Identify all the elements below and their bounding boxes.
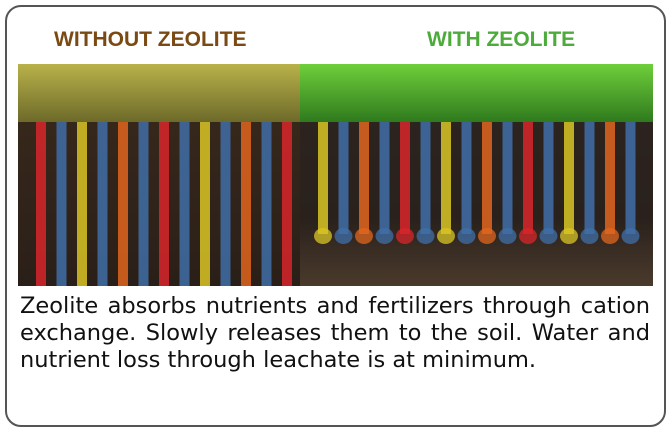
stripe [77,114,87,286]
stripe [585,114,595,234]
stripe [359,114,369,234]
stripe [241,114,251,286]
stripe [605,114,615,234]
grass-left [18,64,300,122]
stripe-bulb [581,228,599,244]
stripe [380,114,390,234]
stripe [564,114,574,234]
stripe [139,114,149,286]
stripe [159,114,169,286]
stripe [262,114,272,286]
stripe-bulb [437,228,455,244]
stripe [503,114,513,234]
stripe-bulb [355,228,373,244]
soil-illustration [18,64,653,286]
stripe [400,114,410,234]
stripe [318,114,328,234]
stripe [421,114,431,234]
stripe [221,114,231,286]
grass-right [300,64,653,122]
left-label: WITHOUT ZEOLITE [54,28,246,52]
stripe-bulb [519,228,537,244]
stripe-bulb [314,228,332,244]
right-label: WITH ZEOLITE [427,28,575,52]
stripe [36,114,46,286]
stripe [626,114,636,234]
stripe-bulb [396,228,414,244]
stripe-bulb [540,228,558,244]
stripe-bulb [417,228,435,244]
stripe [523,114,533,234]
stripe-bulb [622,228,640,244]
stripe-bulb [601,228,619,244]
stripe [339,114,349,234]
stripe [200,114,210,286]
stripe [441,114,451,234]
stripe-bulb [560,228,578,244]
stripe [544,114,554,234]
stripe-bulb [499,228,517,244]
description: Zeolite absorbs nutrients and fertilizer… [20,293,650,374]
stripe [98,114,108,286]
stripe [462,114,472,234]
stripe [482,114,492,234]
stripe [57,114,67,286]
stripe-bulb [458,228,476,244]
stripe [118,114,128,286]
stripe-bulb [376,228,394,244]
stripe-bulb [335,228,353,244]
stripe [180,114,190,286]
stripe-bulb [478,228,496,244]
stripe [282,114,292,286]
